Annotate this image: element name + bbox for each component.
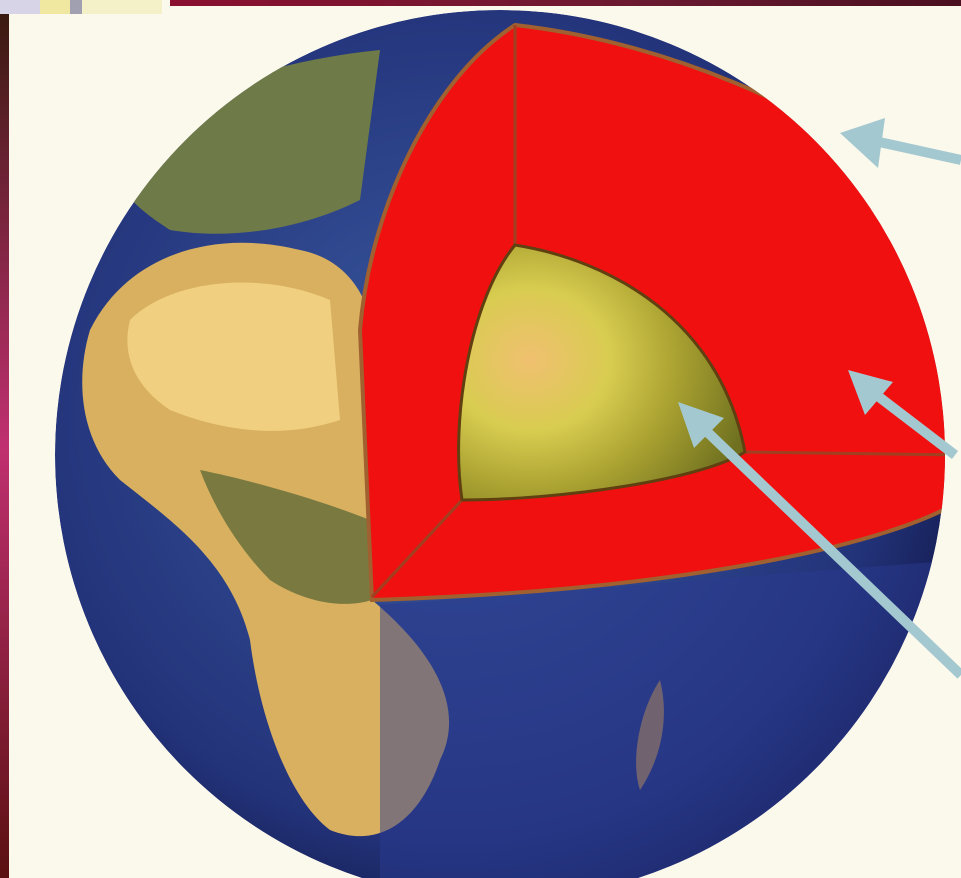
top-bar [170, 0, 961, 6]
arrow-core [696, 421, 961, 679]
corner-block [70, 0, 82, 14]
corner-block [82, 0, 162, 14]
cut-edge [744, 450, 945, 457]
corner-block [40, 0, 70, 14]
side-bar [0, 14, 9, 878]
arrow-crust [868, 135, 961, 165]
corner-block [0, 0, 40, 14]
central-africa [200, 470, 372, 604]
sahara [127, 282, 340, 431]
europe [118, 50, 380, 234]
arrowhead [848, 370, 893, 415]
arrows [678, 118, 961, 679]
cut-edge [370, 498, 464, 599]
arrowhead [840, 118, 885, 168]
arrowhead [678, 402, 724, 448]
arrow-mantle [866, 386, 959, 459]
core [457, 243, 747, 502]
